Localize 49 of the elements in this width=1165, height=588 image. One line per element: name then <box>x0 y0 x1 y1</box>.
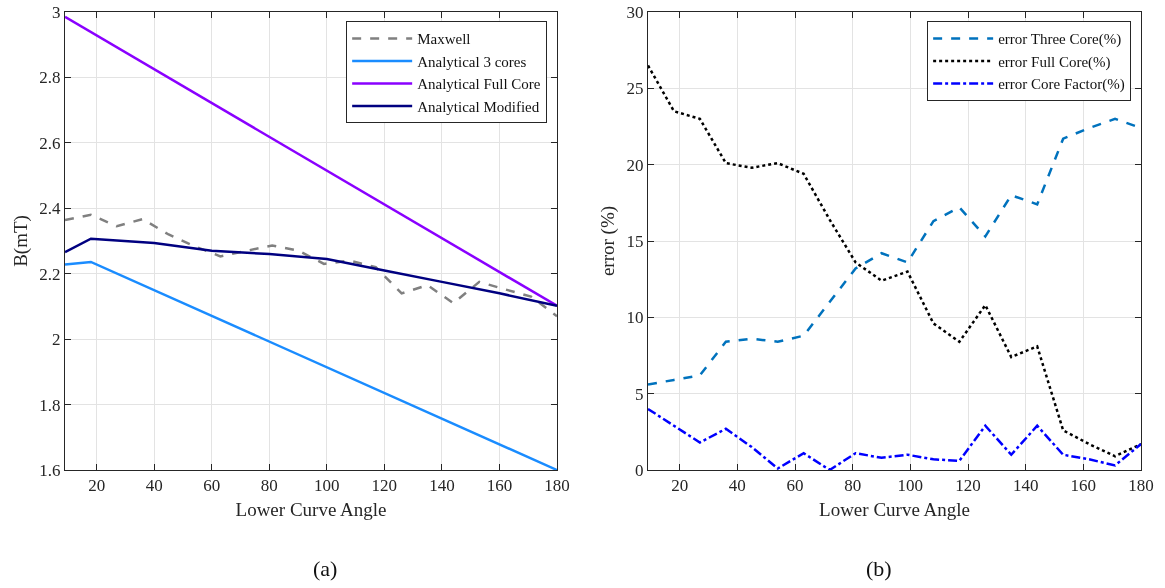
y-tick-label: 2.8 <box>39 68 61 88</box>
x-tick-label: 120 <box>955 476 981 496</box>
x-tick-label: 180 <box>544 476 570 496</box>
x-tick-label: 180 <box>1128 476 1154 496</box>
x-tick-label: 80 <box>260 476 278 496</box>
text: (b) <box>866 556 892 581</box>
x-tick-label: 160 <box>486 476 513 496</box>
y-tick-label: 2.6 <box>39 133 61 153</box>
legend-label: error Three Core(%) <box>998 31 1122 49</box>
x-tick-label: 60 <box>203 476 221 496</box>
y-tick-label: 0 <box>635 460 644 480</box>
x-tick-label: 100 <box>314 476 340 496</box>
y-tick-label: 1.6 <box>39 460 61 480</box>
legend-label: Analytical Modified <box>417 98 540 115</box>
y-tick-label: 2.2 <box>39 264 61 284</box>
y-tick-label: 5 <box>635 384 644 404</box>
text: (a) <box>313 556 338 581</box>
legend-label: error Full Core(%) <box>998 53 1111 71</box>
y-tick-label: 10 <box>626 308 644 328</box>
line-series <box>65 213 557 318</box>
x-axis-title: Lower Curve Angle <box>819 499 970 521</box>
y-axis-title: error (%) <box>597 205 620 277</box>
x-axis-title: Lower Curve Angle <box>235 499 387 521</box>
line-series <box>65 237 557 308</box>
legend-label: Analytical Full Core <box>417 76 541 93</box>
y-tick-label: 2.4 <box>39 199 62 219</box>
y-tick-label: 30 <box>626 2 644 22</box>
y-tick-label: 3 <box>52 2 61 22</box>
x-tick-label: 20 <box>88 476 106 496</box>
x-tick-label: 100 <box>897 476 924 496</box>
legend-label: Analytical 3 cores <box>417 53 527 70</box>
x-tick-label: 160 <box>1070 476 1097 496</box>
x-tick-label: 40 <box>728 476 746 496</box>
y-tick-label: 2 <box>52 330 61 350</box>
x-tick-label: 20 <box>671 476 689 496</box>
y-tick-label: 15 <box>626 231 644 251</box>
x-tick-label: 120 <box>371 476 398 496</box>
x-tick-label: 140 <box>429 476 455 496</box>
x-tick-label: 40 <box>145 476 163 496</box>
x-tick-label: 140 <box>1012 476 1039 496</box>
y-tick-label: 1.8 <box>39 395 61 415</box>
y-axis-title: B(mT) <box>10 215 33 267</box>
legend-label: Maxwell <box>417 31 471 48</box>
x-tick-label: 80 <box>844 476 862 496</box>
line-series <box>648 407 1141 470</box>
x-tick-label: 60 <box>786 476 804 496</box>
legend-label: error Core Factor(%) <box>998 76 1125 94</box>
y-tick-label: 20 <box>626 155 644 175</box>
y-tick-label: 25 <box>626 79 644 99</box>
